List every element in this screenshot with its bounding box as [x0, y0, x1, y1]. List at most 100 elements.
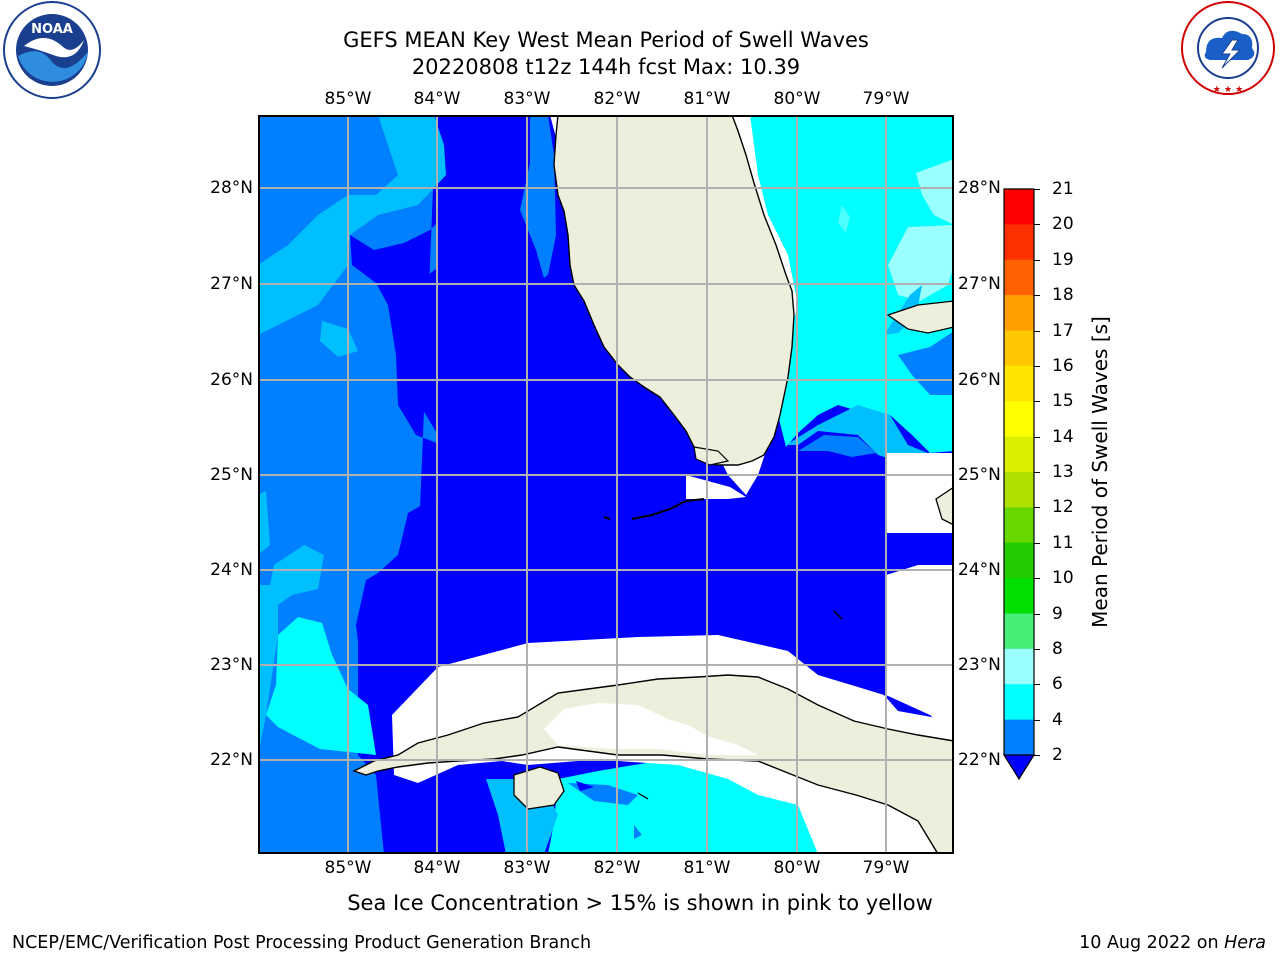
colorbar-tick-label: 20 [1052, 214, 1074, 235]
lon-label-top: 85°W [324, 89, 372, 109]
colorbar-tick-mark [1034, 189, 1040, 190]
lat-label-right: 26°N [958, 370, 1001, 390]
lon-label-bottom: 83°W [503, 858, 551, 878]
lon-label-bottom: 81°W [683, 858, 731, 878]
land-florida-keys [603, 516, 611, 520]
colorbar-tick-mark [1034, 755, 1040, 756]
colorbar-segment [1004, 648, 1034, 685]
lat-label-right: 23°N [958, 655, 1001, 675]
chart-title-line1: GEFS MEAN Key West Mean Period of Swell … [343, 28, 869, 52]
land-mask [798, 805, 878, 854]
lon-label-top: 81°W [683, 89, 731, 109]
colorbar-tick-mark [1034, 365, 1040, 367]
ocean-band-2-4 [634, 825, 642, 839]
colorbar-tick-mark [1034, 578, 1040, 580]
footer-right: 10 Aug 2022 on Hera [1079, 932, 1266, 954]
lon-label-top: 79°W [862, 89, 910, 109]
colorbar-tick-mark [1034, 542, 1040, 544]
ocean-band-4-6 [270, 545, 324, 605]
colorbar-tick-mark [1034, 330, 1040, 332]
colorbar-tick-label: 14 [1052, 426, 1074, 447]
colorbar-segment [1004, 224, 1034, 261]
colorbar-tick-label: 17 [1052, 320, 1074, 341]
land-bahamas [935, 486, 954, 526]
colorbar-tick-label: 11 [1052, 532, 1074, 553]
colorbar-segment [1004, 613, 1034, 650]
lat-label-left: 23°N [210, 655, 253, 675]
colorbar-segment [1004, 401, 1034, 438]
noaa-logo-text: NOAA [31, 22, 73, 37]
ocean-band-9-10 [888, 225, 954, 301]
footer-left: NCEP/EMC/Verification Post Processing Pr… [12, 933, 592, 953]
map-panel [258, 115, 954, 854]
lon-label-bottom: 85°W [324, 858, 372, 878]
footer-date: 10 Aug 2022 on [1079, 933, 1225, 953]
colorbar-tick-mark [1034, 472, 1040, 473]
map-graticule [258, 115, 954, 854]
land-mask [886, 453, 954, 533]
colorbar-tick-label: 15 [1052, 391, 1074, 412]
colorbar [1000, 185, 1038, 785]
ocean-band-4-6 [258, 491, 270, 555]
colorbar-tick-label: 8 [1052, 638, 1063, 659]
lat-label-right: 28°N [958, 178, 1001, 198]
colorbar-segment [1004, 259, 1034, 296]
sea-ice-note: Sea Ice Concentration > 15% is shown in … [347, 891, 933, 915]
colorbar-tick-mark [1034, 719, 1040, 721]
lat-label-right: 24°N [958, 560, 1001, 580]
colorbar-tick-mark [1034, 224, 1040, 226]
colorbar-tick-label: 21 [1052, 179, 1074, 199]
colorbar-tick-label: 13 [1052, 462, 1074, 482]
colorbar-tick-mark [1034, 401, 1040, 403]
land-cuba-interior-mask [544, 703, 758, 755]
lat-label-left: 22°N [210, 750, 253, 770]
colorbar-tick-mark [1034, 684, 1040, 686]
colorbar-tick-label: 6 [1052, 674, 1063, 695]
colorbar-segment [1004, 330, 1034, 367]
colorbar-segment [1004, 365, 1034, 402]
colorbar-segment [1004, 189, 1034, 225]
colorbar-tick-label: 10 [1052, 568, 1074, 589]
map-frame [258, 115, 954, 854]
colorbar-segment [1004, 578, 1034, 615]
colorbar-tick-mark [1034, 436, 1040, 438]
lat-label-left: 28°N [210, 178, 253, 198]
nws-logo: ★ ★ ★ [1176, 0, 1280, 100]
lat-label-left: 25°N [210, 465, 253, 485]
ocean-band-4-6 [258, 585, 278, 755]
lat-label-left: 27°N [210, 274, 253, 294]
colorbar-segment [1004, 436, 1034, 473]
lat-label-right: 27°N [958, 274, 1001, 294]
land-bahamas [886, 300, 954, 334]
colorbar-segment [1004, 472, 1034, 508]
ocean-band-2-4 [258, 755, 384, 854]
footer-host: Hera [1224, 933, 1266, 953]
colorbar-tick-mark [1034, 295, 1040, 297]
lon-label-top: 83°W [503, 89, 551, 109]
ocean-band-8-9 [838, 205, 850, 233]
colorbar-tick-label: 2 [1052, 745, 1063, 765]
lon-label-top: 82°W [593, 89, 641, 109]
land-mask [886, 565, 954, 735]
colorbar-tick-label: 9 [1052, 603, 1063, 624]
colorbar-extend-triangle [1002, 754, 1036, 781]
colorbar-tick-mark [1034, 507, 1040, 509]
lat-label-left: 26°N [210, 370, 253, 390]
colorbar-tick-mark [1034, 613, 1040, 615]
ocean-band-2-4 [798, 435, 876, 457]
colorbar-segment [1004, 719, 1034, 756]
svg-text:★ ★ ★: ★ ★ ★ [1213, 85, 1243, 95]
colorbar-tick-label: 4 [1052, 709, 1063, 730]
lat-label-left: 24°N [210, 560, 253, 580]
chart-title-line2: 20220808 t12z 144h fcst Max: 10.39 [411, 55, 801, 79]
colorbar-segment [1004, 684, 1034, 721]
lon-label-top: 84°W [413, 89, 461, 109]
colorbar-tick-mark [1034, 648, 1040, 650]
colorbar-tick-label: 19 [1052, 249, 1074, 270]
lat-label-right: 22°N [958, 750, 1001, 770]
ocean-band-2-4 [258, 115, 398, 265]
colorbar-segment [1004, 295, 1034, 332]
land-cuba [352, 674, 954, 854]
lat-label-right: 25°N [958, 465, 1001, 485]
lon-label-bottom: 79°W [862, 858, 910, 878]
